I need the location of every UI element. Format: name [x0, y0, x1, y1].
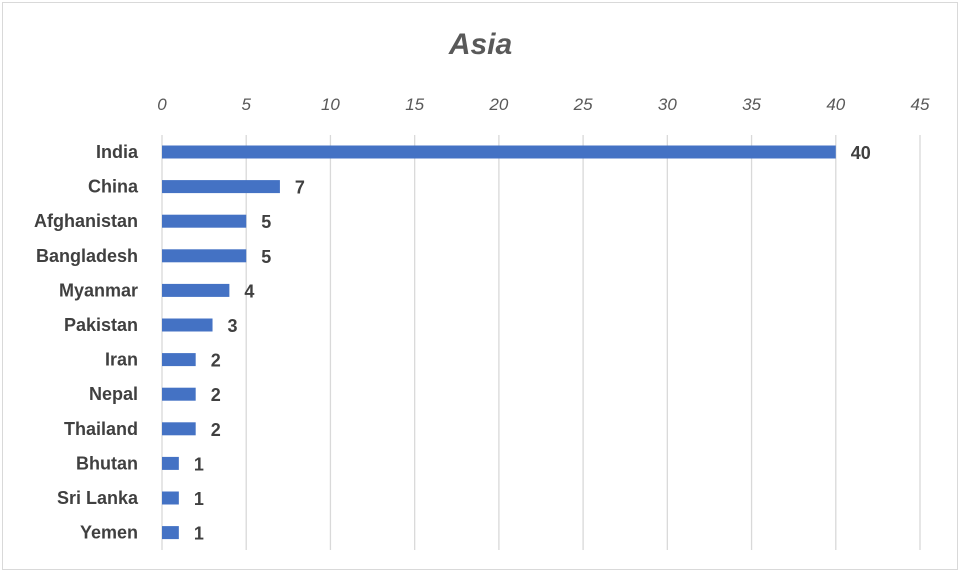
- bar: [162, 353, 196, 367]
- bar: [162, 145, 836, 159]
- bar: [162, 422, 196, 436]
- x-tick-label: 0: [157, 95, 167, 114]
- bars: [162, 145, 836, 540]
- category-label: Iran: [105, 350, 138, 370]
- x-tick-label: 40: [826, 95, 845, 114]
- x-axis-ticks: 0 5 10 15 20 25 30 35 40 45: [157, 95, 930, 114]
- data-label: 2: [211, 420, 221, 440]
- x-tick-label: 25: [573, 95, 593, 114]
- data-label: 5: [261, 212, 271, 232]
- bar: [162, 318, 213, 332]
- bar: [162, 387, 196, 401]
- data-label: 7: [295, 178, 305, 198]
- data-label: 1: [194, 524, 204, 544]
- x-tick-label: 35: [742, 95, 761, 114]
- category-label: China: [88, 177, 139, 197]
- category-label: Pakistan: [64, 315, 138, 335]
- category-label: Sri Lanka: [57, 488, 139, 508]
- category-label: Bhutan: [76, 453, 138, 473]
- chart-title: Asia: [448, 28, 513, 61]
- bar: [162, 456, 179, 470]
- x-tick-label: 30: [658, 95, 677, 114]
- x-tick-label: 20: [488, 95, 508, 114]
- category-label: Thailand: [64, 419, 138, 439]
- category-label: Nepal: [89, 384, 138, 404]
- bar: [162, 491, 179, 505]
- x-tick-label: 45: [911, 95, 930, 114]
- category-label: Myanmar: [59, 280, 138, 300]
- bar: [162, 526, 179, 540]
- gridlines: [161, 135, 921, 550]
- data-label: 1: [194, 489, 204, 509]
- category-label: Yemen: [80, 523, 138, 543]
- data-label: 5: [261, 247, 271, 267]
- bar: [162, 283, 230, 297]
- data-label: 4: [244, 281, 254, 301]
- x-tick-label: 15: [405, 95, 424, 114]
- category-label: Afghanistan: [34, 211, 138, 231]
- x-tick-label: 5: [241, 95, 251, 114]
- category-labels: India China Afghanistan Bangladesh Myanmar Pa…: [34, 142, 139, 543]
- bar: [162, 249, 247, 263]
- data-label: 3: [228, 316, 238, 336]
- category-label: Bangladesh: [36, 246, 138, 266]
- data-label: 40: [851, 143, 871, 163]
- data-label: 2: [211, 385, 221, 405]
- bar: [162, 180, 280, 194]
- data-label: 1: [194, 454, 204, 474]
- category-label: India: [96, 142, 139, 162]
- x-tick-label: 10: [321, 95, 340, 114]
- bar: [162, 214, 247, 228]
- data-label: 2: [211, 351, 221, 371]
